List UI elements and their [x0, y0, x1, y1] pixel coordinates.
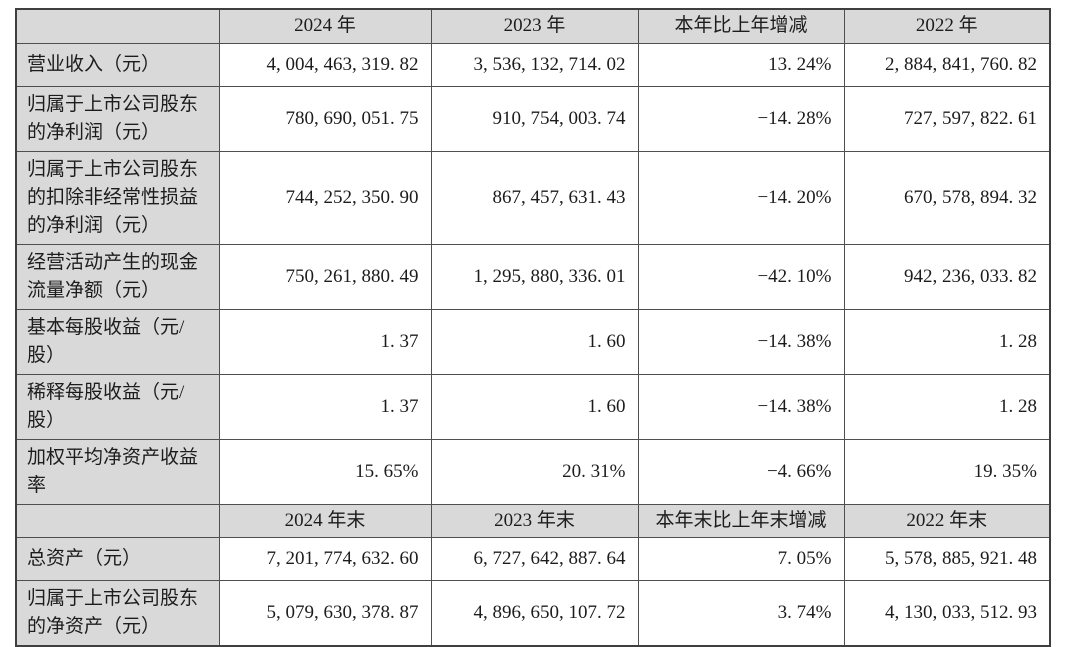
value-cell: −42. 10% — [637, 243, 845, 310]
row-label-cell: 总资产（元） — [15, 536, 220, 581]
value-cell: 2, 884, 841, 760. 82 — [843, 42, 1051, 87]
column-header-cell: 2024 年 — [218, 8, 432, 44]
value-cell: 4, 896, 650, 107. 72 — [430, 579, 639, 646]
value-cell: 19. 35% — [843, 438, 1051, 505]
column-header-cell: 本年比上年增减 — [637, 8, 845, 44]
corner-header-cell — [15, 8, 220, 44]
value-cell: 867, 457, 631. 43 — [430, 150, 639, 245]
value-cell: 1. 37 — [218, 308, 432, 375]
column-header-cell: 2023 年 — [430, 8, 639, 44]
table-row: 归属于上市公司股东 的净利润（元） 780, 690, 051. 75 910, 7… — [15, 85, 1051, 152]
value-cell: 3, 536, 132, 714. 02 — [430, 42, 639, 87]
value-cell: 5, 578, 885, 921. 48 — [843, 536, 1051, 581]
value-cell: −14. 38% — [637, 373, 845, 440]
column-header-cell: 2022 年末 — [843, 503, 1051, 538]
value-cell: −14. 38% — [637, 308, 845, 375]
value-cell: 744, 252, 350. 90 — [218, 150, 432, 245]
value-cell: −14. 28% — [637, 85, 845, 152]
value-cell: 1. 28 — [843, 373, 1051, 440]
value-cell: 15. 65% — [218, 438, 432, 505]
value-cell: 1. 37 — [218, 373, 432, 440]
column-header-cell: 2022 年 — [843, 8, 1051, 44]
value-cell: 750, 261, 880. 49 — [218, 243, 432, 310]
value-cell: 1, 295, 880, 336. 01 — [430, 243, 639, 310]
financial-summary-section: 2024 年 2023 年本年比上年增减 2022 年营业收入（元） 4, 004, … — [15, 8, 1051, 647]
value-cell: 3. 74% — [637, 579, 845, 646]
row-label-cell: 归属于上市公司股东 的扣除非经常性损益 的净利润（元） — [15, 150, 220, 245]
column-header-cell: 2023 年末 — [430, 503, 639, 538]
value-cell: 7, 201, 774, 632. 60 — [218, 536, 432, 581]
column-header-cell: 本年末比上年末增减 — [637, 503, 845, 538]
column-header-cell: 2024 年末 — [218, 503, 432, 538]
value-cell: 4, 004, 463, 319. 82 — [218, 42, 432, 87]
row-label-cell: 基本每股收益（元/ 股） — [15, 308, 220, 375]
value-cell: 670, 578, 894. 32 — [843, 150, 1051, 245]
row-label-cell: 营业收入（元） — [15, 42, 220, 87]
value-cell: −14. 20% — [637, 150, 845, 245]
table-row: 经营活动产生的现金 流量净额（元） 750, 261, 880. 49 1, 295… — [15, 243, 1051, 310]
table-row: 营业收入（元） 4, 004, 463, 319. 82 3, 536, 132, … — [15, 42, 1051, 87]
table-row: 总资产（元） 7, 201, 774, 632. 60 6, 727, 642, 8… — [15, 536, 1051, 581]
row-label-cell: 经营活动产生的现金 流量净额（元） — [15, 243, 220, 310]
value-cell: 6, 727, 642, 887. 64 — [430, 536, 639, 581]
table-row: 加权平均净资产收益 率 15. 65% 20. 31% −4. 66% 19. 35% — [15, 438, 1051, 505]
table-row: 归属于上市公司股东 的扣除非经常性损益 的净利润（元） 744, 252, 350… — [15, 150, 1051, 245]
value-cell: −4. 66% — [637, 438, 845, 505]
value-cell: 1. 28 — [843, 308, 1051, 375]
row-label-cell: 归属于上市公司股东 的净资产（元） — [15, 579, 220, 646]
table-row: 稀释每股收益（元/ 股） 1. 37 1. 60 −14. 38% 1. 28 — [15, 373, 1051, 440]
value-cell: 7. 05% — [637, 536, 845, 581]
value-cell: 910, 754, 003. 74 — [430, 85, 639, 152]
value-cell: 4, 130, 033, 512. 93 — [843, 579, 1051, 646]
financial-summary-table: 2024 年 2023 年本年比上年增减 2022 年营业收入（元） 4, 004, … — [15, 8, 1051, 647]
value-cell: 20. 31% — [430, 438, 639, 505]
value-cell: 727, 597, 822. 61 — [843, 85, 1051, 152]
row-label-cell: 加权平均净资产收益 率 — [15, 438, 220, 505]
value-cell: 780, 690, 051. 75 — [218, 85, 432, 152]
table-header-row: 2024 年末 2023 年末 本年末比上年末增减 2022 年末 — [15, 503, 1051, 538]
value-cell: 1. 60 — [430, 373, 639, 440]
value-cell: 942, 236, 033. 82 — [843, 243, 1051, 310]
value-cell: 13. 24% — [637, 42, 845, 87]
value-cell: 1. 60 — [430, 308, 639, 375]
value-cell: 5, 079, 630, 378. 87 — [218, 579, 432, 646]
corner-header-cell — [15, 503, 220, 538]
table-row: 归属于上市公司股东 的净资产（元） 5, 079, 630, 378. 87 4, … — [15, 579, 1051, 646]
row-label-cell: 归属于上市公司股东 的净利润（元） — [15, 85, 220, 152]
table-header-row: 2024 年 2023 年本年比上年增减 2022 年 — [15, 8, 1051, 44]
row-label-cell: 稀释每股收益（元/ 股） — [15, 373, 220, 440]
table-row: 基本每股收益（元/ 股） 1. 37 1. 60 −14. 38% 1. 28 — [15, 308, 1051, 375]
